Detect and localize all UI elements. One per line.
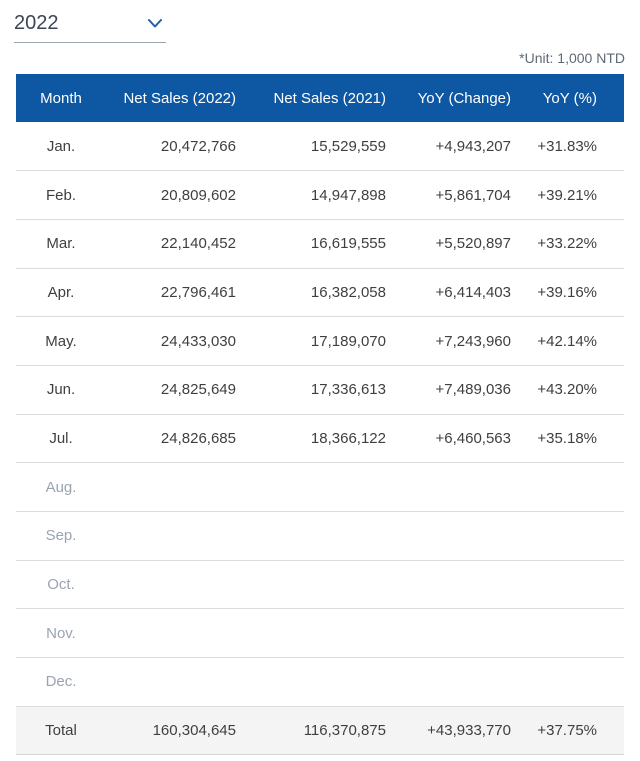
header-yoy-change: YoY (Change): [402, 74, 527, 122]
table-row: Jan. 20,472,766 15,529,559 +4,943,207 +31.83…: [16, 122, 624, 172]
yoy-change-cell: +7,243,960: [402, 316, 527, 366]
table-body: Jan. 20,472,766 15,529,559 +4,943,207 +31.83…: [16, 122, 624, 707]
month-cell: Sep.: [16, 511, 106, 561]
month-cell: Oct.: [16, 560, 106, 610]
month-cell: Aug.: [16, 462, 106, 512]
month-cell: Dec.: [16, 657, 106, 707]
table-footer: Total 160,304,645 116,370,875 +43,933,77…: [16, 706, 624, 756]
table-row: Dec.: [16, 657, 624, 707]
net-sales-2022-cell: [106, 511, 252, 561]
yoy-percent-cell: +43.20%: [527, 365, 624, 415]
net-sales-2021-cell: 18,366,122: [252, 414, 402, 464]
net-sales-2021-cell: 14,947,898: [252, 170, 402, 220]
table-row: May. 24,433,030 17,189,070 +7,243,960 +42.14…: [16, 316, 624, 366]
yoy-percent-cell: +33.22%: [527, 219, 624, 269]
yoy-change-cell: +5,520,897: [402, 219, 527, 269]
table-row: Feb. 20,809,602 14,947,898 +5,861,704 +39.21…: [16, 170, 624, 220]
yoy-change-cell: [402, 560, 527, 610]
yoy-change-cell: +4,943,207: [402, 122, 527, 172]
net-sales-2021-cell: [252, 511, 402, 561]
yoy-percent-cell: +42.14%: [527, 316, 624, 366]
net-sales-2022-cell: 24,825,649: [106, 365, 252, 415]
net-sales-2022-cell: 24,826,685: [106, 414, 252, 464]
total-net-sales-2021-cell: 116,370,875: [252, 706, 402, 756]
month-cell: Nov.: [16, 608, 106, 659]
yoy-percent-cell: [527, 511, 624, 561]
header-net-sales-2021: Net Sales (2021): [252, 74, 402, 122]
net-sales-2022-cell: [106, 560, 252, 610]
total-row: Total 160,304,645 116,370,875 +43,933,77…: [16, 706, 624, 756]
topbar: 2022 *Unit: 1,000 NTD: [0, 0, 640, 74]
net-sales-2022-cell: 20,809,602: [106, 170, 252, 220]
month-cell: Jan.: [16, 122, 106, 172]
yoy-change-cell: +6,414,403: [402, 268, 527, 318]
month-cell: Apr.: [16, 268, 106, 318]
unit-note: *Unit: 1,000 NTD: [519, 50, 625, 66]
net-sales-2021-cell: [252, 608, 402, 659]
header-month: Month: [16, 74, 106, 122]
net-sales-2022-cell: 22,796,461: [106, 268, 252, 318]
total-net-sales-2022-cell: 160,304,645: [106, 706, 252, 756]
net-sales-2022-cell: [106, 462, 252, 512]
yoy-change-cell: [402, 511, 527, 561]
yoy-percent-cell: +39.16%: [527, 268, 624, 318]
net-sales-2021-cell: [252, 462, 402, 512]
total-label-cell: Total: [16, 706, 106, 756]
net-sales-2022-cell: 22,140,452: [106, 219, 252, 269]
table-row: Mar. 22,140,452 16,619,555 +5,520,897 +33.22…: [16, 219, 624, 269]
total-yoy-change-cell: +43,933,770: [402, 706, 527, 756]
net-sales-2022-cell: 20,472,766: [106, 122, 252, 172]
table-row: Aug.: [16, 462, 624, 512]
yoy-percent-cell: [527, 462, 624, 512]
month-cell: Feb.: [16, 170, 106, 220]
monthly-net-sales-table: Month Net Sales (2022) Net Sales (2021) …: [16, 74, 624, 756]
total-yoy-percent-cell: +37.75%: [527, 706, 624, 756]
net-sales-2022-cell: [106, 608, 252, 659]
net-sales-2021-cell: 17,336,613: [252, 365, 402, 415]
table-row: Apr. 22,796,461 16,382,058 +6,414,403 +39.16…: [16, 268, 624, 318]
yoy-percent-cell: [527, 657, 624, 707]
yoy-change-cell: [402, 608, 527, 659]
month-cell: Jul.: [16, 414, 106, 464]
table-row: Nov.: [16, 608, 624, 659]
chevron-down-icon: [148, 18, 162, 27]
table-row: Oct.: [16, 560, 624, 610]
header-yoy-percent: YoY (%): [527, 74, 624, 122]
table-row: Jun. 24,825,649 17,336,613 +7,489,036 +43.20…: [16, 365, 624, 415]
yoy-percent-cell: +35.18%: [527, 414, 624, 464]
net-sales-2021-cell: [252, 657, 402, 707]
month-cell: May.: [16, 316, 106, 366]
net-sales-2022-cell: 24,433,030: [106, 316, 252, 366]
table-header: Month Net Sales (2022) Net Sales (2021) …: [16, 74, 624, 122]
yoy-change-cell: +5,861,704: [402, 170, 527, 220]
year-dropdown[interactable]: 2022: [14, 10, 166, 43]
table-row: Jul. 24,826,685 18,366,122 +6,460,563 +35.18…: [16, 414, 624, 464]
table-row: Sep.: [16, 511, 624, 561]
yoy-percent-cell: +31.83%: [527, 122, 624, 172]
net-sales-2021-cell: 15,529,559: [252, 122, 402, 172]
month-cell: Jun.: [16, 365, 106, 415]
yoy-percent-cell: +39.21%: [527, 170, 624, 220]
month-cell: Mar.: [16, 219, 106, 269]
yoy-change-cell: [402, 462, 527, 512]
yoy-change-cell: [402, 657, 527, 707]
yoy-percent-cell: [527, 560, 624, 610]
yoy-percent-cell: [527, 608, 624, 659]
header-net-sales-2022: Net Sales (2022): [106, 74, 252, 122]
table-header-row: Month Net Sales (2022) Net Sales (2021) …: [16, 74, 624, 122]
yoy-change-cell: +7,489,036: [402, 365, 527, 415]
year-dropdown-value: 2022: [14, 12, 59, 34]
net-sales-2021-cell: [252, 560, 402, 610]
net-sales-2021-cell: 17,189,070: [252, 316, 402, 366]
net-sales-2022-cell: [106, 657, 252, 707]
net-sales-2021-cell: 16,619,555: [252, 219, 402, 269]
yoy-change-cell: +6,460,563: [402, 414, 527, 464]
net-sales-2021-cell: 16,382,058: [252, 268, 402, 318]
